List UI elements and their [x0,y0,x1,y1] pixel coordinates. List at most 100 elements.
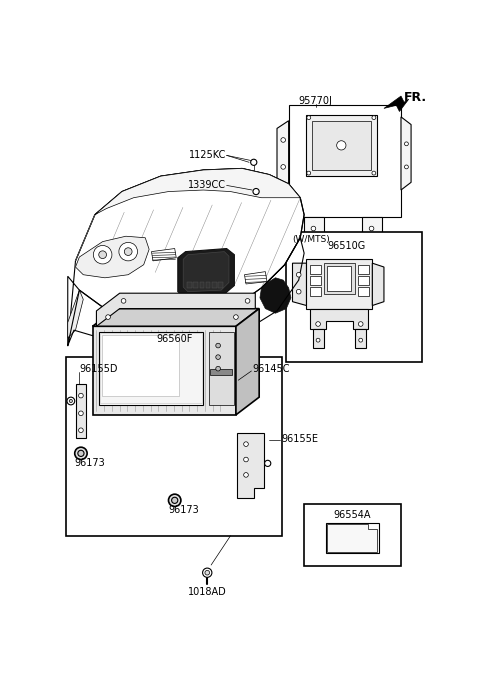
Bar [358,276,369,285]
Bar [200,283,204,288]
Bar [218,283,223,288]
Circle shape [311,226,316,231]
Bar [102,335,180,396]
Circle shape [234,315,238,320]
Bar [210,369,232,375]
Text: 96173: 96173 [74,459,105,468]
Text: 96173: 96173 [168,505,199,515]
Circle shape [79,428,83,433]
Circle shape [405,142,408,146]
Circle shape [67,397,75,405]
Circle shape [405,165,408,169]
Circle shape [281,165,286,169]
Circle shape [69,399,72,403]
Polygon shape [152,248,176,261]
Bar [358,287,369,295]
Circle shape [216,343,220,348]
Bar [324,263,355,294]
Polygon shape [68,290,83,338]
Polygon shape [68,168,304,346]
Bar [304,504,401,566]
Circle shape [172,497,178,503]
Polygon shape [277,121,288,198]
Circle shape [296,272,301,277]
Circle shape [244,473,248,477]
Circle shape [359,339,362,342]
Polygon shape [292,263,306,306]
Polygon shape [183,251,229,292]
Bar [212,283,216,288]
Circle shape [369,226,374,231]
Text: (W/MTS): (W/MTS) [292,235,330,244]
Text: 96510G: 96510G [327,242,366,251]
Bar [312,121,371,170]
Polygon shape [95,168,300,215]
Circle shape [316,322,321,326]
Bar [310,276,321,285]
Circle shape [244,457,248,462]
Text: 96155E: 96155E [281,434,318,445]
Circle shape [79,393,83,398]
Text: 96554A: 96554A [334,510,371,520]
Circle shape [316,339,320,342]
Bar [193,283,198,288]
Circle shape [119,242,137,261]
Circle shape [372,171,376,175]
Polygon shape [372,263,384,306]
Bar [99,332,204,405]
Polygon shape [311,309,369,329]
Bar [209,332,234,405]
Polygon shape [362,217,382,235]
Bar [310,265,321,274]
Bar [196,299,227,313]
Circle shape [216,355,220,359]
Circle shape [79,411,83,415]
Text: 96145C: 96145C [252,364,290,373]
Polygon shape [327,524,377,552]
Text: 95770J: 95770J [299,96,333,105]
Circle shape [106,315,110,320]
Polygon shape [260,278,291,313]
Bar [358,265,369,274]
Circle shape [99,251,107,258]
Text: 1339CC: 1339CC [188,180,226,191]
Bar [66,357,282,536]
Bar [100,333,202,403]
Polygon shape [306,260,372,309]
Text: 1018AD: 1018AD [188,587,227,597]
Text: 96560F: 96560F [156,334,193,344]
Circle shape [78,450,84,456]
Circle shape [168,494,181,507]
Polygon shape [75,236,149,278]
Circle shape [244,442,248,447]
Polygon shape [75,384,86,438]
Polygon shape [355,329,366,348]
Circle shape [253,188,259,195]
Circle shape [216,366,220,371]
Polygon shape [244,272,267,284]
Bar [326,266,351,291]
Circle shape [296,290,301,294]
Bar [186,258,225,281]
Polygon shape [178,248,234,298]
Circle shape [203,568,212,577]
Polygon shape [304,217,324,235]
Polygon shape [93,309,259,326]
Circle shape [307,116,311,119]
Circle shape [372,116,376,119]
Circle shape [75,447,87,459]
Circle shape [205,570,210,575]
Circle shape [245,299,250,303]
Circle shape [359,322,363,326]
Polygon shape [96,293,255,326]
Polygon shape [93,326,236,415]
Bar [310,287,321,295]
Bar [326,523,379,554]
Circle shape [281,138,286,142]
Polygon shape [312,329,324,348]
Polygon shape [401,117,411,190]
Bar [306,114,377,176]
Text: 96155D: 96155D [79,364,118,373]
Circle shape [336,141,346,150]
Circle shape [121,299,126,303]
